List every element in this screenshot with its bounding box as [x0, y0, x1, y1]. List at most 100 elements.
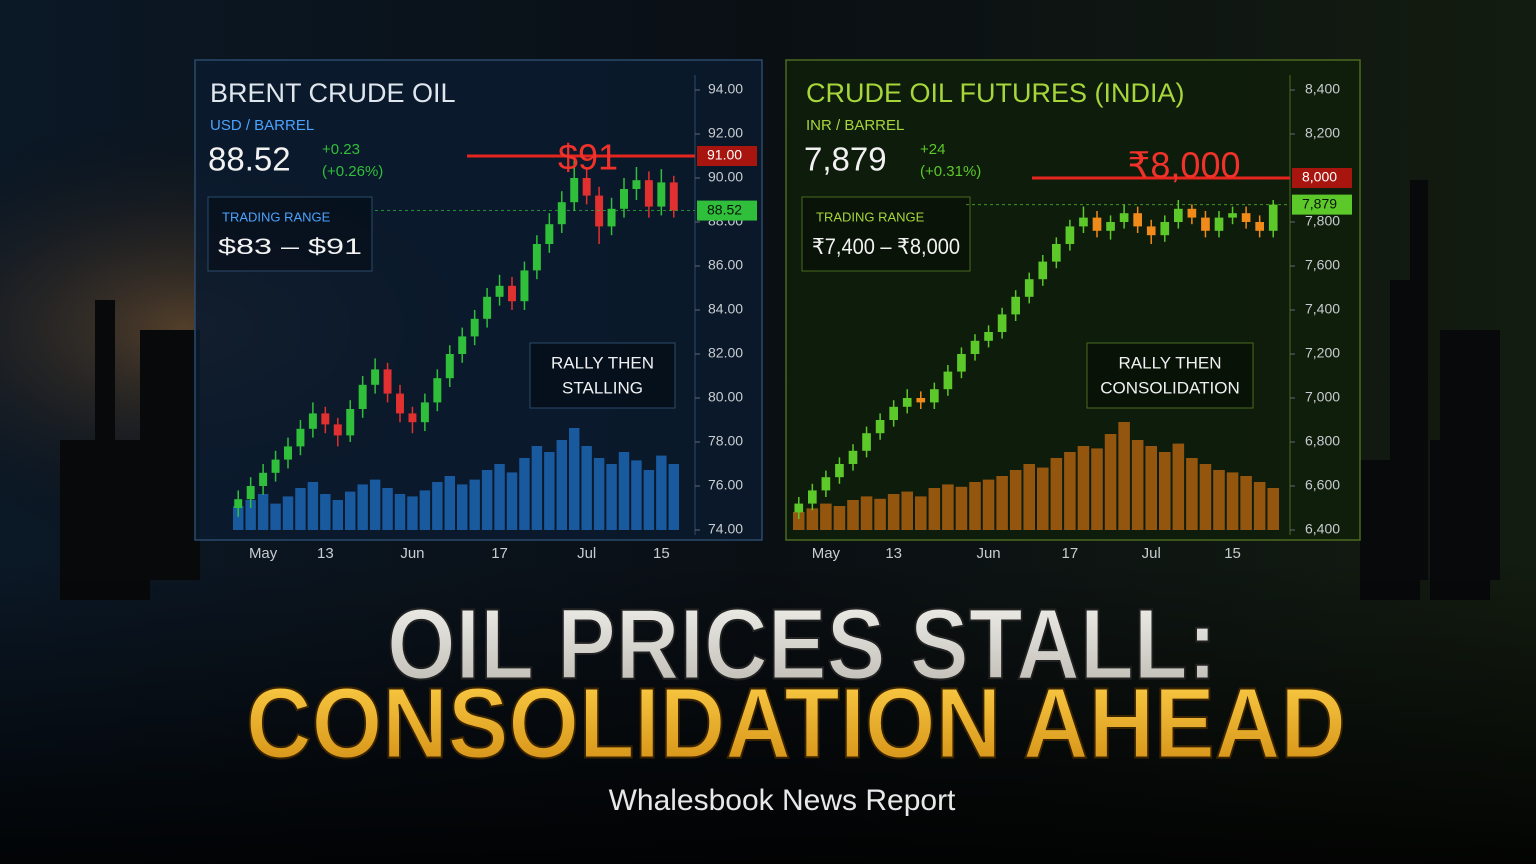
resistance-annotation: ₹8,000 [1128, 145, 1241, 186]
x-tick-label: Jul [577, 545, 596, 562]
volume-bar [1077, 446, 1090, 530]
volume-bar [1267, 488, 1279, 530]
range-value: ₹7,400 – ₹8,000 [812, 234, 960, 259]
candle-body [1187, 208, 1197, 218]
volume-bar [581, 446, 592, 530]
annotation-text: RALLY THEN [1119, 353, 1222, 372]
candle-body [532, 244, 541, 271]
x-tick-label: Jun [400, 545, 424, 562]
price-change-pct: (+0.26%) [322, 163, 383, 180]
resistance-tag [1292, 168, 1352, 188]
volume-bar [1131, 440, 1144, 530]
y-tick-label: 6,400 [1305, 521, 1340, 537]
candle-body [234, 499, 243, 508]
volume-bar [544, 452, 555, 530]
volume-bar [1050, 458, 1063, 530]
candle-body [607, 208, 616, 227]
volume-bar [1199, 464, 1212, 530]
candle-body [984, 332, 993, 341]
volume-bar [1226, 472, 1239, 530]
candle-body [929, 389, 939, 403]
volume-bar [270, 503, 281, 530]
candle-body [570, 178, 579, 203]
x-tick-label: May [812, 545, 841, 562]
candle-body [333, 424, 342, 436]
candle-body [1228, 213, 1237, 218]
y-tick-label: 80.00 [708, 389, 743, 405]
candle-body [371, 369, 380, 385]
volume-bar [432, 482, 443, 530]
volume-bar [982, 479, 995, 530]
candle-body [259, 472, 268, 486]
annotation-box [1086, 342, 1254, 409]
y-tick-label: 74.00 [708, 521, 743, 537]
candle-body [308, 413, 317, 429]
annotation-text: RALLY THEN [551, 353, 654, 372]
candle-body [296, 428, 305, 447]
y-tick-label: 6,600 [1305, 477, 1340, 493]
y-tick-label: 8,200 [1305, 125, 1340, 141]
y-tick-label: 7,800 [1305, 213, 1340, 229]
candle-body [458, 336, 467, 354]
x-tick-label: 17 [1062, 545, 1079, 562]
candle-body [433, 378, 442, 403]
volume-bar [1037, 467, 1049, 530]
candle-body [1024, 279, 1034, 297]
candle-body [1255, 222, 1265, 231]
y-tick-label: 7,600 [1305, 257, 1340, 273]
candle-body [520, 270, 529, 302]
headline: CONSOLIDATION AHEAD [246, 667, 1346, 779]
volume-bar [996, 476, 1008, 530]
volume-bar [295, 488, 306, 530]
range-box [207, 196, 373, 272]
volume-bar [245, 500, 256, 530]
last-price-tag-label: 88.52 [707, 201, 742, 217]
volume-bar [257, 494, 269, 530]
candle-body [470, 318, 479, 337]
volume-bar [874, 498, 886, 530]
x-tick-label: 13 [317, 545, 334, 562]
volume-bar [656, 455, 667, 530]
candle-body [445, 354, 454, 379]
volume-bar [1023, 464, 1035, 530]
candle-body [632, 180, 641, 189]
candle-body [1051, 244, 1061, 262]
volume-bar [1145, 446, 1157, 530]
candle-body [396, 393, 404, 414]
volume-bar [506, 472, 518, 530]
last-price-tag [697, 200, 757, 221]
volume-bar [1009, 470, 1022, 530]
x-tick-label: 17 [491, 545, 508, 562]
volume-bar [847, 500, 859, 530]
volume-bar [519, 458, 530, 530]
candle-body [1241, 213, 1251, 222]
headline: OIL PRICES STALL: [387, 588, 1217, 700]
volume-bar [282, 496, 294, 530]
volume-bar [860, 496, 873, 530]
price-change: +24 [920, 141, 945, 158]
volume-bar [806, 508, 819, 530]
candle-body [1011, 296, 1021, 315]
candle-body [1065, 226, 1075, 244]
volume-bar [793, 512, 805, 530]
chart-title: CRUDE OIL FUTURES (INDIA) [806, 78, 1185, 108]
y-tick-label: 7,200 [1305, 345, 1340, 361]
candle-body [358, 384, 367, 409]
y-tick-label: 84.00 [708, 301, 743, 317]
candle-body [669, 182, 678, 211]
y-tick-label: 76.00 [708, 477, 743, 493]
volume-bar [1172, 443, 1185, 530]
volume-bar [307, 482, 319, 530]
candle-body [970, 340, 980, 354]
candle-body [889, 406, 899, 420]
volume-bar [320, 494, 331, 530]
resistance-annotation: $91 [558, 137, 618, 178]
volume-bar [419, 490, 431, 530]
volume-bar [444, 476, 455, 530]
volume-bar [887, 494, 900, 530]
volume-bar [1253, 482, 1266, 530]
volume-bar [233, 506, 244, 530]
candle-body [644, 180, 653, 207]
volume-bar [1159, 452, 1171, 530]
candle-body [821, 477, 831, 491]
